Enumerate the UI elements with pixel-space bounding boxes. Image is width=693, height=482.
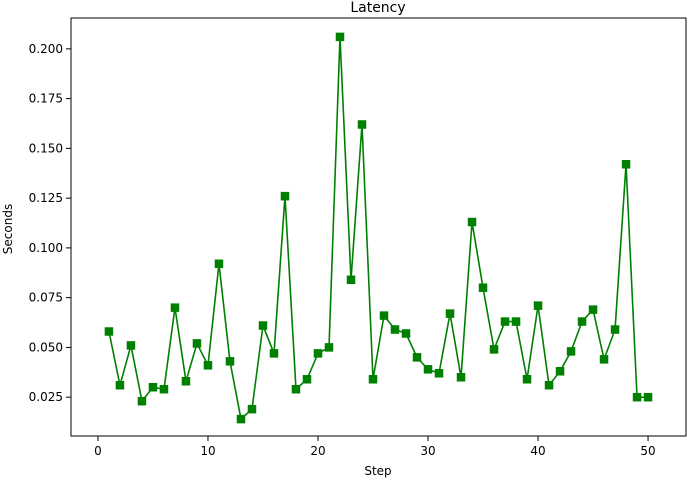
data-point [302, 375, 312, 384]
x-tick-label: 30 [420, 444, 435, 458]
data-point [632, 392, 642, 402]
data-point [346, 275, 356, 284]
data-point [423, 365, 433, 374]
plot-frame [70, 17, 687, 437]
x-tick-label: 40 [530, 444, 545, 458]
x-tick-label: 0 [94, 444, 102, 458]
data-point [203, 361, 213, 370]
data-point [324, 343, 334, 352]
data-point [115, 380, 125, 390]
data-point [434, 369, 444, 378]
data-point [522, 375, 532, 384]
data-point [159, 384, 169, 394]
data-point [137, 396, 147, 406]
data-point [566, 347, 576, 356]
data-point [555, 367, 565, 376]
data-point [577, 317, 587, 326]
y-tick-label: 0.200 [29, 42, 63, 56]
data-point [544, 380, 554, 390]
x-axis-title: Step [364, 464, 391, 478]
y-tick-label: 0.125 [29, 191, 63, 205]
data-point [236, 414, 246, 424]
data-point [192, 339, 202, 348]
data-point [445, 309, 455, 318]
plot-area [104, 32, 653, 424]
data-point [500, 317, 510, 326]
data-point [368, 375, 378, 384]
y-axis-title: Seconds [1, 204, 15, 254]
data-point [599, 355, 609, 364]
data-point [478, 283, 488, 292]
data-point [456, 373, 466, 382]
data-point [247, 404, 257, 414]
data-point [467, 217, 477, 227]
data-point [258, 321, 268, 330]
axes: 0 10 20 30 40 50 0.025 0.050 0.075 0.100 0.125 0.15… [29, 17, 687, 458]
data-point [170, 303, 180, 312]
data-point [280, 191, 290, 201]
data-point [621, 160, 631, 169]
data-point [357, 120, 367, 129]
x-tick-label: 50 [640, 444, 655, 458]
x-tick-label: 10 [200, 444, 215, 458]
data-point [225, 357, 235, 366]
data-point [643, 392, 653, 402]
data-point [390, 325, 400, 334]
data-point [401, 329, 411, 338]
chart-title: Latency [350, 0, 405, 16]
data-point [533, 301, 543, 310]
data-point [610, 325, 620, 334]
data-point [214, 259, 224, 269]
data-point [489, 345, 499, 354]
y-tick-label: 0.075 [29, 291, 63, 305]
data-point [335, 32, 345, 42]
data-point [148, 382, 158, 392]
data-point [269, 349, 279, 358]
data-point [313, 349, 323, 358]
data-point [511, 317, 521, 326]
data-point [181, 377, 191, 386]
y-tick-label: 0.050 [29, 340, 63, 354]
y-tick-label: 0.025 [29, 390, 63, 404]
y-tick-label: 0.100 [29, 241, 63, 255]
y-tick-label: 0.150 [29, 141, 63, 155]
data-point [379, 311, 389, 320]
x-tick-label: 20 [310, 444, 325, 458]
data-point [412, 353, 422, 362]
data-point [104, 327, 114, 336]
data-point [126, 341, 136, 350]
data-point [291, 384, 301, 394]
data-point [588, 305, 598, 314]
y-tick-label: 0.175 [29, 92, 63, 106]
